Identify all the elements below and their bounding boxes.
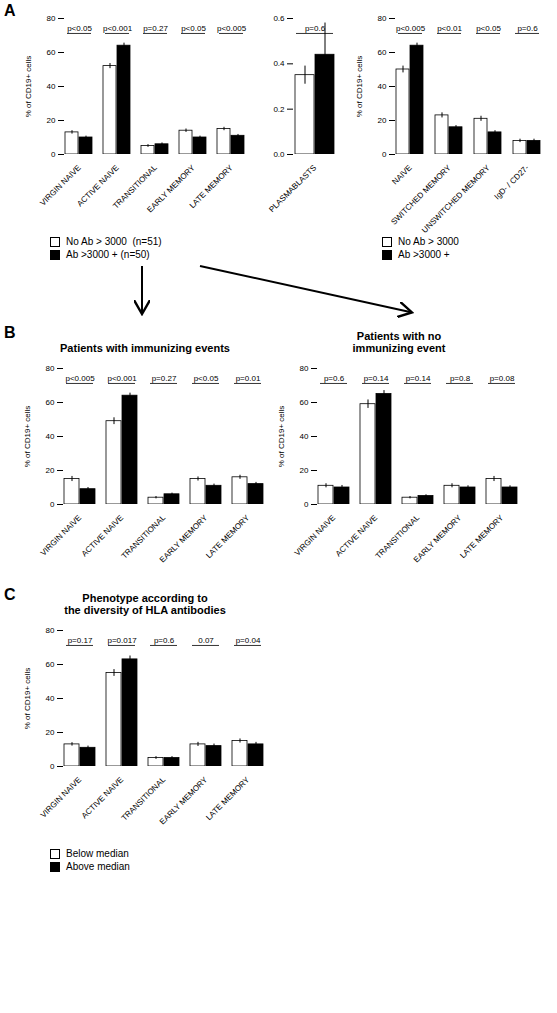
svg-text:20: 20 [378, 116, 387, 125]
html-text:Above median: Above median [66, 861, 130, 872]
html-text:Phenotype according to the div: Phenotype according to the diversity of … [64, 592, 226, 616]
svg-text:p=0.6: p=0.6 [517, 24, 538, 33]
svg-text:0: 0 [51, 150, 56, 159]
svg-text:% of CD19+ cells: % of CD19+ cells [24, 56, 33, 118]
svg-text:p<0.001: p<0.001 [103, 24, 133, 33]
svg-text:% of CD19+ cells: % of CD19+ cells [23, 406, 32, 468]
svg-text:20: 20 [46, 466, 55, 475]
svg-text:% of CD19+ cells: % of CD19+ cells [23, 668, 32, 730]
html-text:No Ab > 3000 (n=51): No Ab > 3000 (n=51) [66, 236, 162, 247]
html-text:Ab >3000 +: Ab >3000 + [398, 249, 450, 260]
svg-text:60: 60 [378, 48, 387, 57]
html-text:A: A [4, 2, 16, 19]
svg-text:p<0.05: p<0.05 [67, 24, 92, 33]
svg-text:EARLY MEMORY: EARLY MEMORY [158, 513, 210, 565]
svg-text:60: 60 [300, 398, 309, 407]
html-text:Ab >3000 + (n=50): Ab >3000 + (n=50) [66, 249, 150, 260]
svg-text:80: 80 [46, 626, 55, 635]
html-text:B: B [4, 324, 16, 341]
svg-text:p<0.01: p<0.01 [437, 24, 462, 33]
svg-text:0.4: 0.4 [273, 59, 285, 68]
svg-text:ACTIVE NAIVE: ACTIVE NAIVE [75, 163, 121, 209]
svg-text:0.07: 0.07 [198, 636, 214, 645]
svg-text:PLASMABLASTS: PLASMABLASTS [267, 163, 318, 214]
svg-text:p<0.005: p<0.005 [65, 374, 95, 383]
svg-text:0: 0 [382, 150, 387, 159]
svg-text:p=0.017: p=0.017 [107, 636, 137, 645]
svg-text:40: 40 [46, 432, 55, 441]
svg-text:80: 80 [46, 364, 55, 373]
svg-text:0.2: 0.2 [273, 105, 285, 114]
svg-text:LATE MEMORY: LATE MEMORY [204, 775, 251, 822]
svg-text:p<0.05: p<0.05 [194, 374, 219, 383]
svg-text:EARLY MEMORY: EARLY MEMORY [145, 163, 197, 215]
svg-text:p<0.05: p<0.05 [476, 24, 501, 33]
svg-text:LATE MEMORY: LATE MEMORY [188, 163, 235, 210]
svg-text:p=0.17: p=0.17 [68, 636, 93, 645]
svg-text:% of CD19+ cells: % of CD19+ cells [277, 406, 286, 468]
svg-text:UNSWITCHED MEMORY: UNSWITCHED MEMORY [420, 163, 492, 234]
svg-text:VIRGIN NAIVE: VIRGIN NAIVE [39, 513, 83, 557]
html-text:Patients with immunizing event: Patients with immunizing events [60, 342, 230, 354]
svg-text:p=0.8: p=0.8 [450, 374, 471, 383]
svg-text:p<0.005: p<0.005 [396, 24, 426, 33]
svg-text:80: 80 [47, 14, 56, 23]
svg-text:40: 40 [47, 82, 56, 91]
svg-text:20: 20 [47, 116, 56, 125]
svg-text:p<0.05: p<0.05 [181, 24, 206, 33]
svg-text:0.0: 0.0 [273, 150, 285, 159]
svg-text:p=0.14: p=0.14 [406, 374, 431, 383]
svg-text:40: 40 [300, 432, 309, 441]
svg-text:ACTIVE NAIVE: ACTIVE NAIVE [80, 775, 125, 820]
html-text:C: C [4, 586, 16, 603]
html-text:Patients with no immunizing ev: Patients with no immunizing event [352, 330, 446, 354]
svg-text:60: 60 [46, 398, 55, 407]
svg-text:p=0.14: p=0.14 [364, 374, 389, 383]
svg-text:TRANSITIONAL: TRANSITIONAL [111, 163, 159, 211]
svg-text:40: 40 [46, 694, 55, 703]
svg-text:LATE MEMORY: LATE MEMORY [458, 513, 505, 560]
svg-text:ACTIVE NAIVE: ACTIVE NAIVE [80, 513, 125, 558]
svg-text:VIRGIN NAIVE: VIRGIN NAIVE [38, 163, 83, 208]
svg-text:p=0.6: p=0.6 [154, 636, 175, 645]
svg-text:p=0.27: p=0.27 [143, 24, 168, 33]
html-text:No Ab > 3000: No Ab > 3000 [398, 236, 459, 247]
svg-text:p=0.04: p=0.04 [236, 636, 261, 645]
svg-text:VIRGIN NAIVE: VIRGIN NAIVE [293, 513, 337, 557]
svg-text:LATE MEMORY: LATE MEMORY [204, 513, 251, 560]
svg-text:p<0.001: p<0.001 [107, 374, 137, 383]
svg-text:p=0.27: p=0.27 [152, 374, 177, 383]
svg-text:20: 20 [300, 466, 309, 475]
svg-text:0.6: 0.6 [273, 14, 285, 23]
svg-text:0: 0 [50, 762, 55, 771]
svg-text:0: 0 [304, 500, 309, 509]
svg-text:EARLY MEMORY: EARLY MEMORY [158, 775, 210, 827]
svg-text:p=0.01: p=0.01 [236, 374, 261, 383]
svg-text:VIRGIN NAIVE: VIRGIN NAIVE [39, 775, 83, 819]
svg-text:60: 60 [47, 48, 56, 57]
svg-text:EARLY MEMORY: EARLY MEMORY [412, 513, 464, 565]
svg-text:0: 0 [50, 500, 55, 509]
svg-text:80: 80 [378, 14, 387, 23]
svg-text:20: 20 [46, 728, 55, 737]
svg-text:80: 80 [300, 364, 309, 373]
svg-text:% of CD19+ cells: % of CD19+ cells [355, 56, 364, 118]
svg-text:p<0.005: p<0.005 [217, 24, 247, 33]
svg-text:TRANSITIONAL: TRANSITIONAL [120, 513, 168, 561]
svg-text:p=0.6: p=0.6 [324, 374, 345, 383]
svg-text:NAIVE: NAIVE [390, 163, 413, 186]
svg-text:TRANSITIONAL: TRANSITIONAL [120, 775, 168, 823]
svg-text:40: 40 [378, 82, 387, 91]
svg-text:IgD- / CD27-: IgD- / CD27- [493, 163, 531, 201]
svg-text:TRANSITIONAL: TRANSITIONAL [374, 513, 422, 561]
svg-text:p=0.6: p=0.6 [305, 24, 326, 33]
svg-text:60: 60 [46, 660, 55, 669]
svg-text:ACTIVE NAIVE: ACTIVE NAIVE [334, 513, 379, 558]
svg-text:p=0.08: p=0.08 [490, 374, 515, 383]
html-text:Below median: Below median [66, 848, 129, 859]
